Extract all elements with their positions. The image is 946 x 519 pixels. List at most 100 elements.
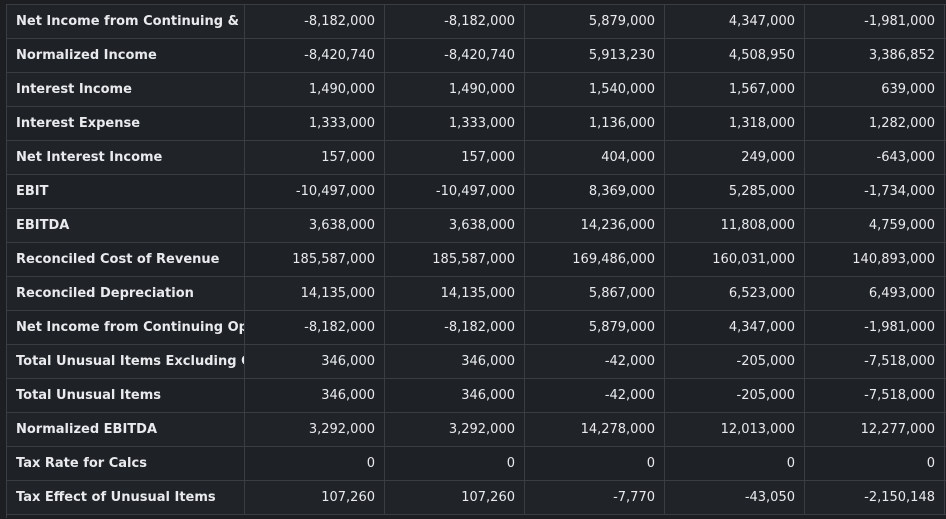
table-cell: 346,000 [385, 345, 525, 378]
table-cell: 5,867,000 [525, 277, 665, 310]
table-cell: -8,420,740 [385, 39, 525, 72]
row-label: Normalized EBITDA [7, 413, 245, 446]
table-cell: 1,318,000 [665, 107, 805, 140]
table-cell: -1,981,000 [805, 5, 945, 38]
table-cell: 404,000 [525, 141, 665, 174]
table-cell: 14,135,000 [245, 277, 385, 310]
row-label: Normalized Income [7, 39, 245, 72]
row-label: Interest Income [7, 73, 245, 106]
table-row: Net Income from Continuing & D... -8,182,… [7, 5, 946, 39]
row-label: Net Interest Income [7, 141, 245, 174]
table-row: Total Unusual Items Excluding G... 346,00… [7, 345, 946, 379]
table-cell: 4,347,000 [665, 5, 805, 38]
table-cell: 160,031,000 [665, 243, 805, 276]
table-cell: 14,278,000 [525, 413, 665, 446]
table-cell: -42,000 [525, 379, 665, 412]
table-cell: 12,277,000 [805, 413, 945, 446]
table-cell: 5,913,230 [525, 39, 665, 72]
table-cell: -205,000 [665, 345, 805, 378]
table-row: EBITDA 3,638,000 3,638,000 14,236,000 11,808… [7, 209, 946, 243]
row-label: Total Unusual Items [7, 379, 245, 412]
table-row: Tax Rate for Calcs 0 0 0 0 0 [7, 447, 946, 481]
row-label: Interest Expense [7, 107, 245, 140]
table-cell: 0 [385, 447, 525, 480]
table-cell: 4,759,000 [805, 209, 945, 242]
table-cell: 1,136,000 [525, 107, 665, 140]
table-cell: -2,150,148 [805, 481, 945, 514]
table-cell: -1,981,000 [805, 311, 945, 344]
table-cell: -10,497,000 [385, 175, 525, 208]
table-cell: 6,523,000 [665, 277, 805, 310]
table-row: Net Interest Income 157,000 157,000 404,000… [7, 141, 946, 175]
row-label: Net Income from Continuing Op... [7, 311, 245, 344]
table-cell: 3,292,000 [385, 413, 525, 446]
table-row: Tax Effect of Unusual Items 107,260 107,26… [7, 481, 946, 515]
table-row: Interest Income 1,490,000 1,490,000 1,540,0… [7, 73, 946, 107]
table-cell: 157,000 [385, 141, 525, 174]
table-cell: 5,879,000 [525, 5, 665, 38]
table-cell: 185,587,000 [245, 243, 385, 276]
table-cell: 346,000 [385, 379, 525, 412]
table-cell: 1,333,000 [245, 107, 385, 140]
table-cell: 0 [805, 447, 945, 480]
table-cell: 4,508,950 [665, 39, 805, 72]
table-cell: -10,497,000 [245, 175, 385, 208]
table-cell: -643,000 [805, 141, 945, 174]
table-cell: 0 [525, 447, 665, 480]
table-cell: 6,493,000 [805, 277, 945, 310]
table-cell: -7,770 [525, 481, 665, 514]
table-cell: 185,587,000 [385, 243, 525, 276]
table-row: Interest Expense 1,333,000 1,333,000 1,136,… [7, 107, 946, 141]
table-cell: 346,000 [245, 345, 385, 378]
row-label: Net Income from Continuing & D... [7, 5, 245, 38]
row-label: Reconciled Depreciation [7, 277, 245, 310]
table-row: Reconciled Cost of Revenue 185,587,000 185… [7, 243, 946, 277]
table-cell: -42,000 [525, 345, 665, 378]
table-cell: 1,490,000 [245, 73, 385, 106]
table-cell: -8,182,000 [245, 311, 385, 344]
table-cell: -205,000 [665, 379, 805, 412]
table-cell: 1,567,000 [665, 73, 805, 106]
row-label: Tax Effect of Unusual Items [7, 481, 245, 514]
table-row: Reconciled Depreciation 14,135,000 14,135,… [7, 277, 946, 311]
table-cell: 249,000 [665, 141, 805, 174]
table-cell: 5,285,000 [665, 175, 805, 208]
table-cell: -8,182,000 [245, 5, 385, 38]
row-label: EBITDA [7, 209, 245, 242]
table-row: Total Unusual Items 346,000 346,000 -42,000… [7, 379, 946, 413]
table-cell: 1,333,000 [385, 107, 525, 140]
table-cell: 14,236,000 [525, 209, 665, 242]
table-row: Normalized Income -8,420,740 -8,420,740 5,9… [7, 39, 946, 73]
row-label: EBIT [7, 175, 245, 208]
table-cell: 3,638,000 [245, 209, 385, 242]
table-cell: -8,182,000 [385, 5, 525, 38]
table-cell: 5,879,000 [525, 311, 665, 344]
table-cell: 8,369,000 [525, 175, 665, 208]
table-cell: 140,893,000 [805, 243, 945, 276]
table-cell: 107,260 [385, 481, 525, 514]
table-cell: 12,013,000 [665, 413, 805, 446]
table-cell: 11,808,000 [665, 209, 805, 242]
row-label: Tax Rate for Calcs [7, 447, 245, 480]
row-label: Reconciled Cost of Revenue [7, 243, 245, 276]
financials-table: Net Income from Continuing & D... -8,182,… [6, 4, 946, 518]
table-cell: 639,000 [805, 73, 945, 106]
table-cell: 3,292,000 [245, 413, 385, 446]
table-cell: -7,518,000 [805, 379, 945, 412]
table-row: EBIT -10,497,000 -10,497,000 8,369,000 5,285… [7, 175, 946, 209]
table-cell: 4,347,000 [665, 311, 805, 344]
table-cell: 346,000 [245, 379, 385, 412]
table-cell: -43,050 [665, 481, 805, 514]
table-cell: 1,282,000 [805, 107, 945, 140]
table-cell: 3,386,852 [805, 39, 945, 72]
table-cell: -1,734,000 [805, 175, 945, 208]
table-cell: -7,518,000 [805, 345, 945, 378]
table-cell: -8,182,000 [385, 311, 525, 344]
table-cell: 157,000 [245, 141, 385, 174]
table-cell: 1,490,000 [385, 73, 525, 106]
table-cell: 14,135,000 [385, 277, 525, 310]
table-cell: 107,260 [245, 481, 385, 514]
table-cell: 169,486,000 [525, 243, 665, 276]
table-cell: 0 [665, 447, 805, 480]
table-cell: -8,420,740 [245, 39, 385, 72]
